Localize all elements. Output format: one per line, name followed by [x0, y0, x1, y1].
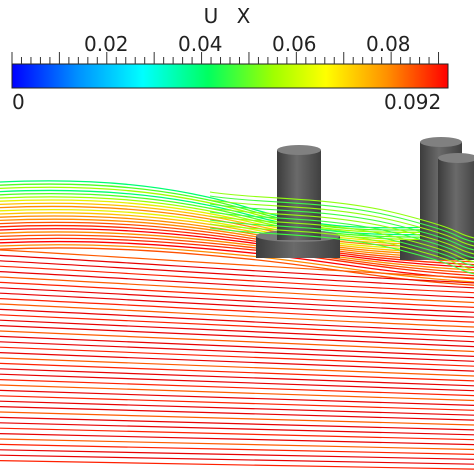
streamlines-front [209, 191, 474, 275]
tick-label-3: 0.06 [272, 32, 317, 56]
colorbar [11, 63, 449, 89]
colorbar-ticks [11, 52, 440, 64]
streamline [209, 227, 474, 275]
tick-label-2: 0.04 [178, 32, 223, 56]
streamline [0, 249, 474, 279]
streamline [209, 207, 474, 255]
streamline [0, 271, 474, 299]
streamline [0, 228, 474, 268]
streamline [0, 449, 474, 460]
streamline [0, 352, 474, 372]
streamline [0, 357, 474, 377]
streamline [0, 438, 474, 451]
streamline [0, 373, 474, 392]
streamline [209, 211, 474, 259]
streamline [0, 395, 474, 411]
streamline [0, 325, 474, 348]
streamline [0, 368, 474, 387]
streamline [0, 422, 474, 436]
streamline [0, 260, 474, 289]
streamline [0, 237, 474, 277]
streamline [0, 314, 474, 338]
streamline [0, 287, 474, 313]
streamline [0, 183, 474, 231]
streamline [0, 319, 474, 343]
streamline [0, 218, 474, 260]
streamline [209, 203, 474, 251]
streamline [0, 379, 474, 397]
streamline [209, 215, 474, 263]
tick-label-4: 0.08 [366, 32, 411, 56]
streamline [209, 191, 474, 239]
streamline [0, 189, 474, 236]
streamline [0, 389, 474, 406]
streamline [0, 281, 474, 308]
streamline [0, 454, 474, 465]
streamline [0, 276, 474, 304]
streamline [0, 406, 474, 421]
streamline [0, 341, 474, 362]
streamline [0, 224, 474, 266]
streamline [0, 208, 474, 252]
streamline [0, 234, 474, 274]
streamline [0, 460, 474, 470]
streamline [0, 186, 474, 233]
streamline [0, 247, 474, 286]
streamline [0, 303, 474, 328]
streamline [0, 362, 474, 382]
streamline [0, 335, 474, 357]
streamline [0, 240, 474, 280]
streamline [0, 411, 474, 426]
streamline [0, 400, 474, 416]
streamline [0, 265, 474, 294]
streamline [209, 199, 474, 247]
legend-min-label: 0 [12, 90, 25, 114]
streamline [0, 215, 474, 257]
legend-title: U X [203, 4, 257, 28]
streamline [209, 223, 474, 271]
streamline [0, 433, 474, 446]
tick-label-1: 0.02 [84, 32, 129, 56]
streamline [0, 221, 474, 263]
streamline [0, 346, 474, 367]
streamline [0, 244, 474, 283]
streamline [0, 427, 474, 441]
streamline [0, 254, 474, 284]
streamline [0, 384, 474, 402]
streamline [209, 195, 474, 243]
streamline [0, 298, 474, 323]
streamlines [0, 180, 474, 470]
streamline [0, 231, 474, 271]
streamline [209, 219, 474, 267]
legend-max-label: 0.092 [384, 90, 442, 114]
streamline [0, 330, 474, 353]
streamline [0, 308, 474, 333]
streamline [0, 443, 474, 455]
streamline [0, 416, 474, 431]
streamline [0, 212, 474, 255]
streamline [0, 292, 474, 318]
streamline [0, 205, 474, 249]
